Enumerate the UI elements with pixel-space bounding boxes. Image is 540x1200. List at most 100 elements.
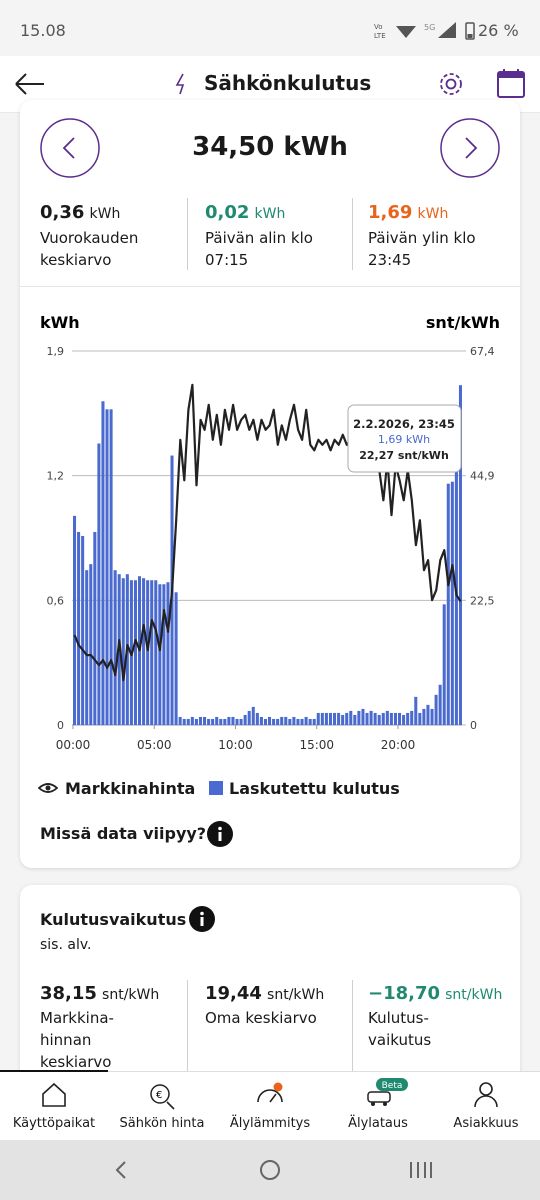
stat-label: Vuorokauden keskiarvo	[40, 229, 139, 269]
bar	[337, 712, 341, 725]
bar	[81, 535, 85, 725]
bar	[349, 710, 353, 725]
bar	[385, 710, 389, 725]
stat: 19,44 snt/kWh	[205, 983, 324, 1004]
y2-tick-label: 0	[470, 719, 477, 732]
nav-indicator	[0, 1070, 108, 1072]
calendar-button[interactable]	[496, 68, 526, 100]
y-tick-label: 0,6	[47, 594, 65, 607]
data-delay-link[interactable]: Missä data viipyy?	[40, 824, 207, 843]
y2-tick-label: 22,5	[470, 594, 495, 607]
bar	[146, 580, 150, 725]
bar	[109, 409, 113, 725]
network-label: 5G	[424, 23, 435, 32]
tooltip-box	[347, 404, 462, 473]
stat-value: −18,70	[368, 983, 441, 1004]
bar	[341, 714, 345, 725]
back-button[interactable]	[12, 70, 48, 98]
bar	[446, 483, 450, 725]
bar	[150, 580, 154, 725]
tooltip: 2.2.2026, 23:45 1,69 kWh 22,27 snt/kWh	[347, 404, 462, 473]
bar	[186, 718, 190, 725]
info-icon[interactable]	[189, 906, 217, 934]
nav-item[interactable]: Asiakkuus	[453, 1116, 519, 1131]
next-day-button[interactable]	[438, 116, 504, 182]
system-nav-buttons	[115, 1160, 432, 1180]
bar	[345, 712, 349, 725]
y2-tick-label: 44,9	[470, 470, 495, 483]
bar	[373, 712, 377, 725]
bar	[308, 718, 312, 725]
bar	[97, 443, 101, 725]
bar	[247, 710, 251, 725]
x-tick-label: 20:00	[381, 738, 416, 752]
nav-item[interactable]: Käyttöpaikat	[12, 1116, 96, 1131]
bar	[85, 570, 89, 725]
legend-label: Laskutettu kulutus	[229, 779, 400, 798]
bar	[93, 531, 97, 725]
stat: 1,69 kWh	[368, 202, 448, 223]
bar	[198, 716, 202, 725]
nav-item[interactable]: Sähkön hinta	[119, 1116, 205, 1131]
bar	[113, 570, 117, 725]
bar	[207, 718, 211, 725]
legend-label: Markkinahinta	[65, 779, 196, 798]
bar	[296, 718, 300, 725]
bar	[77, 531, 81, 725]
svg-text:Vo: Vo	[374, 23, 383, 31]
info-icon[interactable]	[207, 821, 235, 849]
bar	[393, 712, 397, 725]
bar	[158, 584, 162, 725]
system-nav	[0, 1140, 540, 1200]
bar	[430, 708, 434, 725]
bar	[312, 718, 316, 725]
stat-label: Kulutus-vaikutus	[368, 1009, 432, 1049]
bar	[365, 712, 369, 725]
bar	[320, 712, 324, 725]
bar	[389, 712, 393, 725]
stat-unit: snt/kWh	[267, 987, 325, 1003]
bar	[73, 515, 77, 725]
bar	[178, 716, 182, 725]
bar	[300, 718, 304, 725]
bar	[438, 684, 442, 725]
divider	[187, 980, 188, 1072]
x-tick-label: 00:00	[56, 738, 91, 752]
nav-item[interactable]: Älylataus	[348, 1116, 408, 1131]
stat: 0,02 kWh	[205, 202, 285, 223]
bar	[166, 582, 170, 725]
bar	[203, 716, 207, 725]
bar	[422, 708, 426, 725]
stat-unit: kWh	[89, 206, 121, 222]
stat-unit: snt/kWh	[445, 987, 503, 1003]
bar	[406, 712, 410, 725]
stat-value: 38,15	[40, 983, 97, 1004]
bar	[142, 578, 146, 725]
previous-day-button[interactable]	[38, 116, 104, 182]
stat-label: Markkina-hinnan keskiarvo	[40, 1009, 114, 1071]
bar	[402, 714, 406, 725]
bar	[316, 712, 320, 725]
lightning-icon	[175, 73, 185, 95]
settings-button[interactable]	[436, 69, 466, 99]
total-consumption: 34,50 kWh	[192, 132, 348, 162]
bar	[426, 704, 430, 725]
bar	[121, 578, 125, 725]
nav-item[interactable]: Älylämmitys	[229, 1116, 311, 1131]
bar	[162, 584, 166, 725]
bar	[235, 718, 239, 725]
bar	[194, 718, 198, 725]
x-tick-label: 15:00	[299, 738, 334, 752]
chart: kWh snt/kWh 0 0,6 1,2 1,9 0 22,5 44,9 67,4 00:00 05…	[40, 313, 500, 752]
tooltip-time: 2.2.2026, 23:45	[353, 417, 455, 431]
axis-label: snt/kWh	[426, 313, 500, 332]
bar	[292, 716, 296, 725]
y-tick-label: 0	[57, 719, 64, 732]
battery-level: 26 %	[478, 21, 519, 40]
bar	[215, 716, 219, 725]
svg-text:LTE: LTE	[374, 32, 386, 40]
axis-label: kWh	[40, 313, 80, 332]
bar	[211, 718, 215, 725]
